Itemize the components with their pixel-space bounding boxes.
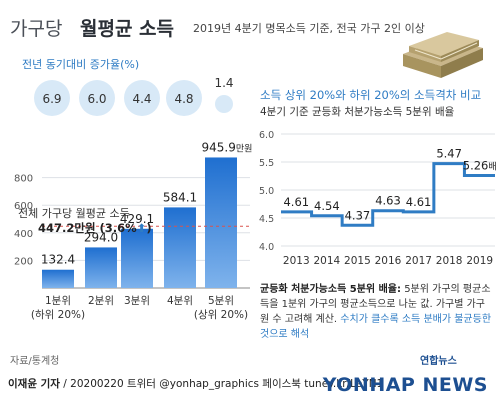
- y-tick-label: 6.0: [259, 130, 274, 141]
- growth-value: 4.8: [174, 92, 193, 106]
- bar: [85, 247, 117, 288]
- x-category-label: 4분위: [167, 294, 193, 307]
- growth-circle: [79, 80, 115, 116]
- ratio-chart-title: 소득 상위 20%와 하위 20%의 소득격차 비교: [260, 88, 482, 102]
- x-year-label: 2015: [344, 255, 371, 267]
- x-category-label: 1분위: [45, 294, 71, 307]
- bar: [121, 228, 153, 288]
- x-year-label: 2016: [375, 255, 402, 267]
- title-main: 월평균 소득: [80, 18, 175, 40]
- growth-value: 6.9: [42, 92, 61, 106]
- growth-value: 6.0: [87, 92, 106, 106]
- ratio-value-label: 4.37: [345, 208, 371, 222]
- y-tick-label: 4.0: [259, 242, 274, 253]
- x-category-label: 5분위: [208, 294, 234, 307]
- growth-circle: [124, 80, 160, 116]
- footer-bar: [0, 370, 500, 413]
- y-tick-label: 400: [14, 229, 33, 240]
- ratio-value-label: 5.47: [436, 147, 462, 161]
- x-year-label: 2018: [436, 255, 463, 267]
- x-category-label: 2분위: [88, 294, 114, 307]
- x-year-label: 2017: [405, 255, 432, 267]
- ratio-line: [281, 162, 495, 227]
- x-year-label: 2014: [313, 255, 340, 267]
- growth-circles: 6.9 6.0 4.4 4.8 1.4: [34, 76, 234, 116]
- bar: [42, 269, 74, 288]
- title-prefix: 가구당: [10, 18, 63, 40]
- ratio-value-label: 5.26배: [463, 158, 497, 172]
- note-text: 5분위 가구의 평균소득을 1분위 가구의 평균소득으로 나눈 값. 가구별 가…: [260, 284, 491, 325]
- note-highlight: 수치가 클수록 소득 분배가 불균등한 것으로 해석: [260, 314, 492, 340]
- yonhap-news-logo: YONHAP NEWS: [322, 374, 488, 396]
- bar-value-label: 132.4: [41, 253, 75, 267]
- growth-value: 4.4: [132, 92, 151, 106]
- bar-value-label: 584.1: [163, 190, 197, 204]
- source-credit: 자료/통계청: [10, 356, 60, 367]
- ratio-value-label: 4.63: [375, 194, 401, 208]
- money-stack-icon: [403, 32, 483, 78]
- growth-circle: [166, 80, 202, 116]
- bar-value-label: 945.9만원: [202, 140, 253, 154]
- y-tick-label: 5.0: [259, 186, 274, 197]
- x-category-label: (하위 20%): [31, 308, 85, 321]
- y-tick-label: 4.5: [259, 214, 274, 225]
- ratio-value-label: 4.61: [283, 195, 309, 209]
- x-category-label: (상위 20%): [194, 308, 248, 321]
- growth-circle: [215, 95, 233, 113]
- y-tick-label: 200: [14, 256, 33, 267]
- yonhap-small-logo: 연합뉴스: [420, 356, 457, 367]
- y-tick-label: 600: [14, 201, 33, 212]
- subtitle: 2019년 4분기 명목소득 기준, 전국 가구 2인 이상: [193, 22, 425, 35]
- bar: [164, 207, 196, 288]
- growth-label: 전년 동기대비 증가율(%): [22, 58, 140, 71]
- average-income-label: 전체 가구당 월평균 소득: [18, 207, 130, 220]
- x-year-label: 2019: [466, 255, 493, 267]
- x-year-label: 2013: [283, 255, 310, 267]
- x-category-label: 3분위: [124, 294, 150, 307]
- bar: [205, 157, 237, 288]
- average-income-value: 447.2만원 (3.6%⬆): [38, 221, 152, 235]
- y-tick-label: 800: [14, 174, 33, 185]
- ratio-value-label: 4.54: [314, 199, 340, 213]
- bar-value-label: 429.1: [120, 212, 154, 226]
- up-arrow-icon: ⬆: [136, 221, 147, 235]
- bar-value-label: 294.0: [84, 230, 118, 244]
- ratio-chart-subtitle: 4분기 기준 균등화 처분가능소득 5분위 배율: [260, 106, 455, 118]
- footer-byline: 이재윤 기자 / 20200220 트위터 @yonhap_graphics 페…: [8, 378, 384, 390]
- y-tick-label: 5.5: [259, 158, 274, 169]
- line-chart: 4.0 4.5 5.0 5.5 6.0 4.61 4.54 4.37 4.63 4.61 5.47…: [259, 130, 497, 267]
- ratio-value-label: 4.61: [406, 195, 432, 209]
- ratio-definition-note: 균등화 처분가능소득 5분위 배율: 5분위 가구의 평균소득을 1분위 가구의…: [260, 282, 492, 342]
- growth-circle: [34, 80, 70, 116]
- growth-value: 1.4: [214, 76, 233, 90]
- note-term: 균등화 처분가능소득 5분위 배율:: [260, 284, 402, 295]
